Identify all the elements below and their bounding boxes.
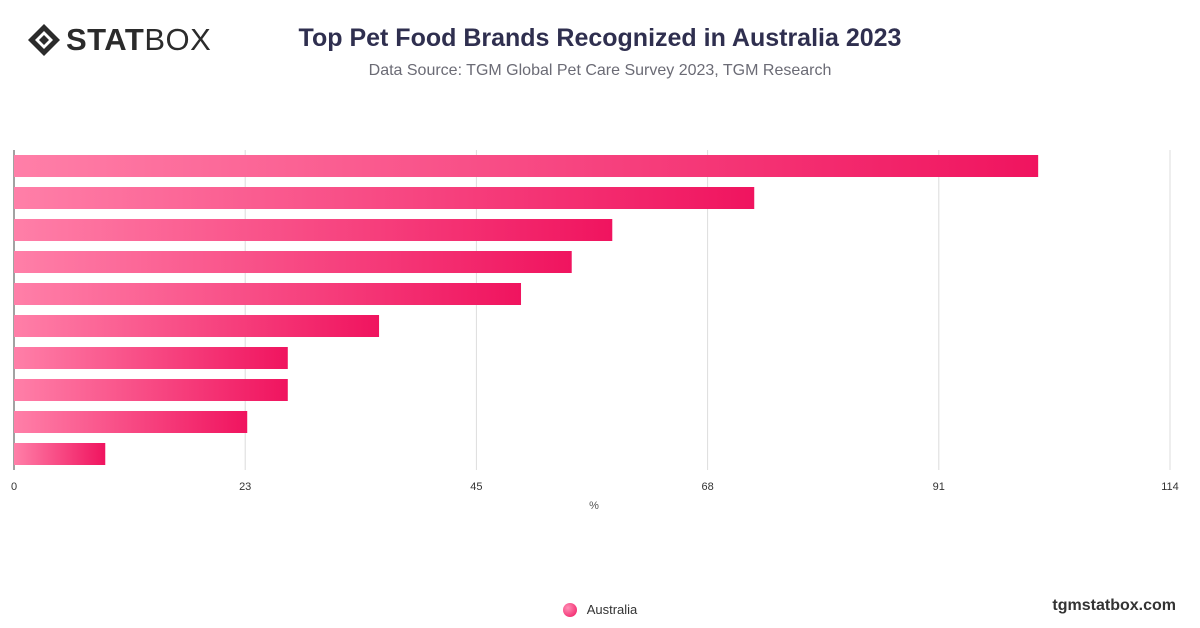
bar[interactable] (14, 443, 106, 465)
legend[interactable]: Australia (0, 602, 1200, 617)
chart-subtitle: Data Source: TGM Global Pet Care Survey … (368, 62, 832, 79)
x-tick-label: 23 (239, 481, 251, 493)
bar[interactable] (14, 283, 522, 305)
bar[interactable] (14, 219, 613, 241)
site-url: tgmstatbox.com (1052, 597, 1176, 614)
x-tick-label: 0 (11, 481, 17, 493)
logo-wordmark: STATBOX (66, 22, 212, 57)
bar[interactable] (14, 187, 755, 209)
x-axis-ticks: 0 23 45 68 91 114 (11, 481, 1179, 493)
diamond-logo-icon (28, 24, 60, 56)
chart-title: Top Pet Food Brands Recognized in Austra… (298, 24, 902, 52)
legend-label: Australia (586, 602, 638, 617)
bar[interactable] (14, 251, 572, 273)
legend-marker (562, 602, 577, 617)
x-tick-label: 91 (933, 481, 945, 493)
bar[interactable] (14, 155, 1039, 177)
x-tick-label: 45 (470, 481, 482, 493)
statbox-logo: STATBOX (26, 22, 211, 58)
bar[interactable] (14, 315, 380, 337)
x-tick-label: 114 (1161, 481, 1179, 493)
x-tick-label: 68 (701, 481, 713, 493)
bars (14, 155, 1039, 465)
x-axis-label: % (589, 500, 599, 512)
bar[interactable] (14, 411, 248, 433)
bar[interactable] (14, 347, 288, 369)
bar[interactable] (14, 379, 288, 401)
